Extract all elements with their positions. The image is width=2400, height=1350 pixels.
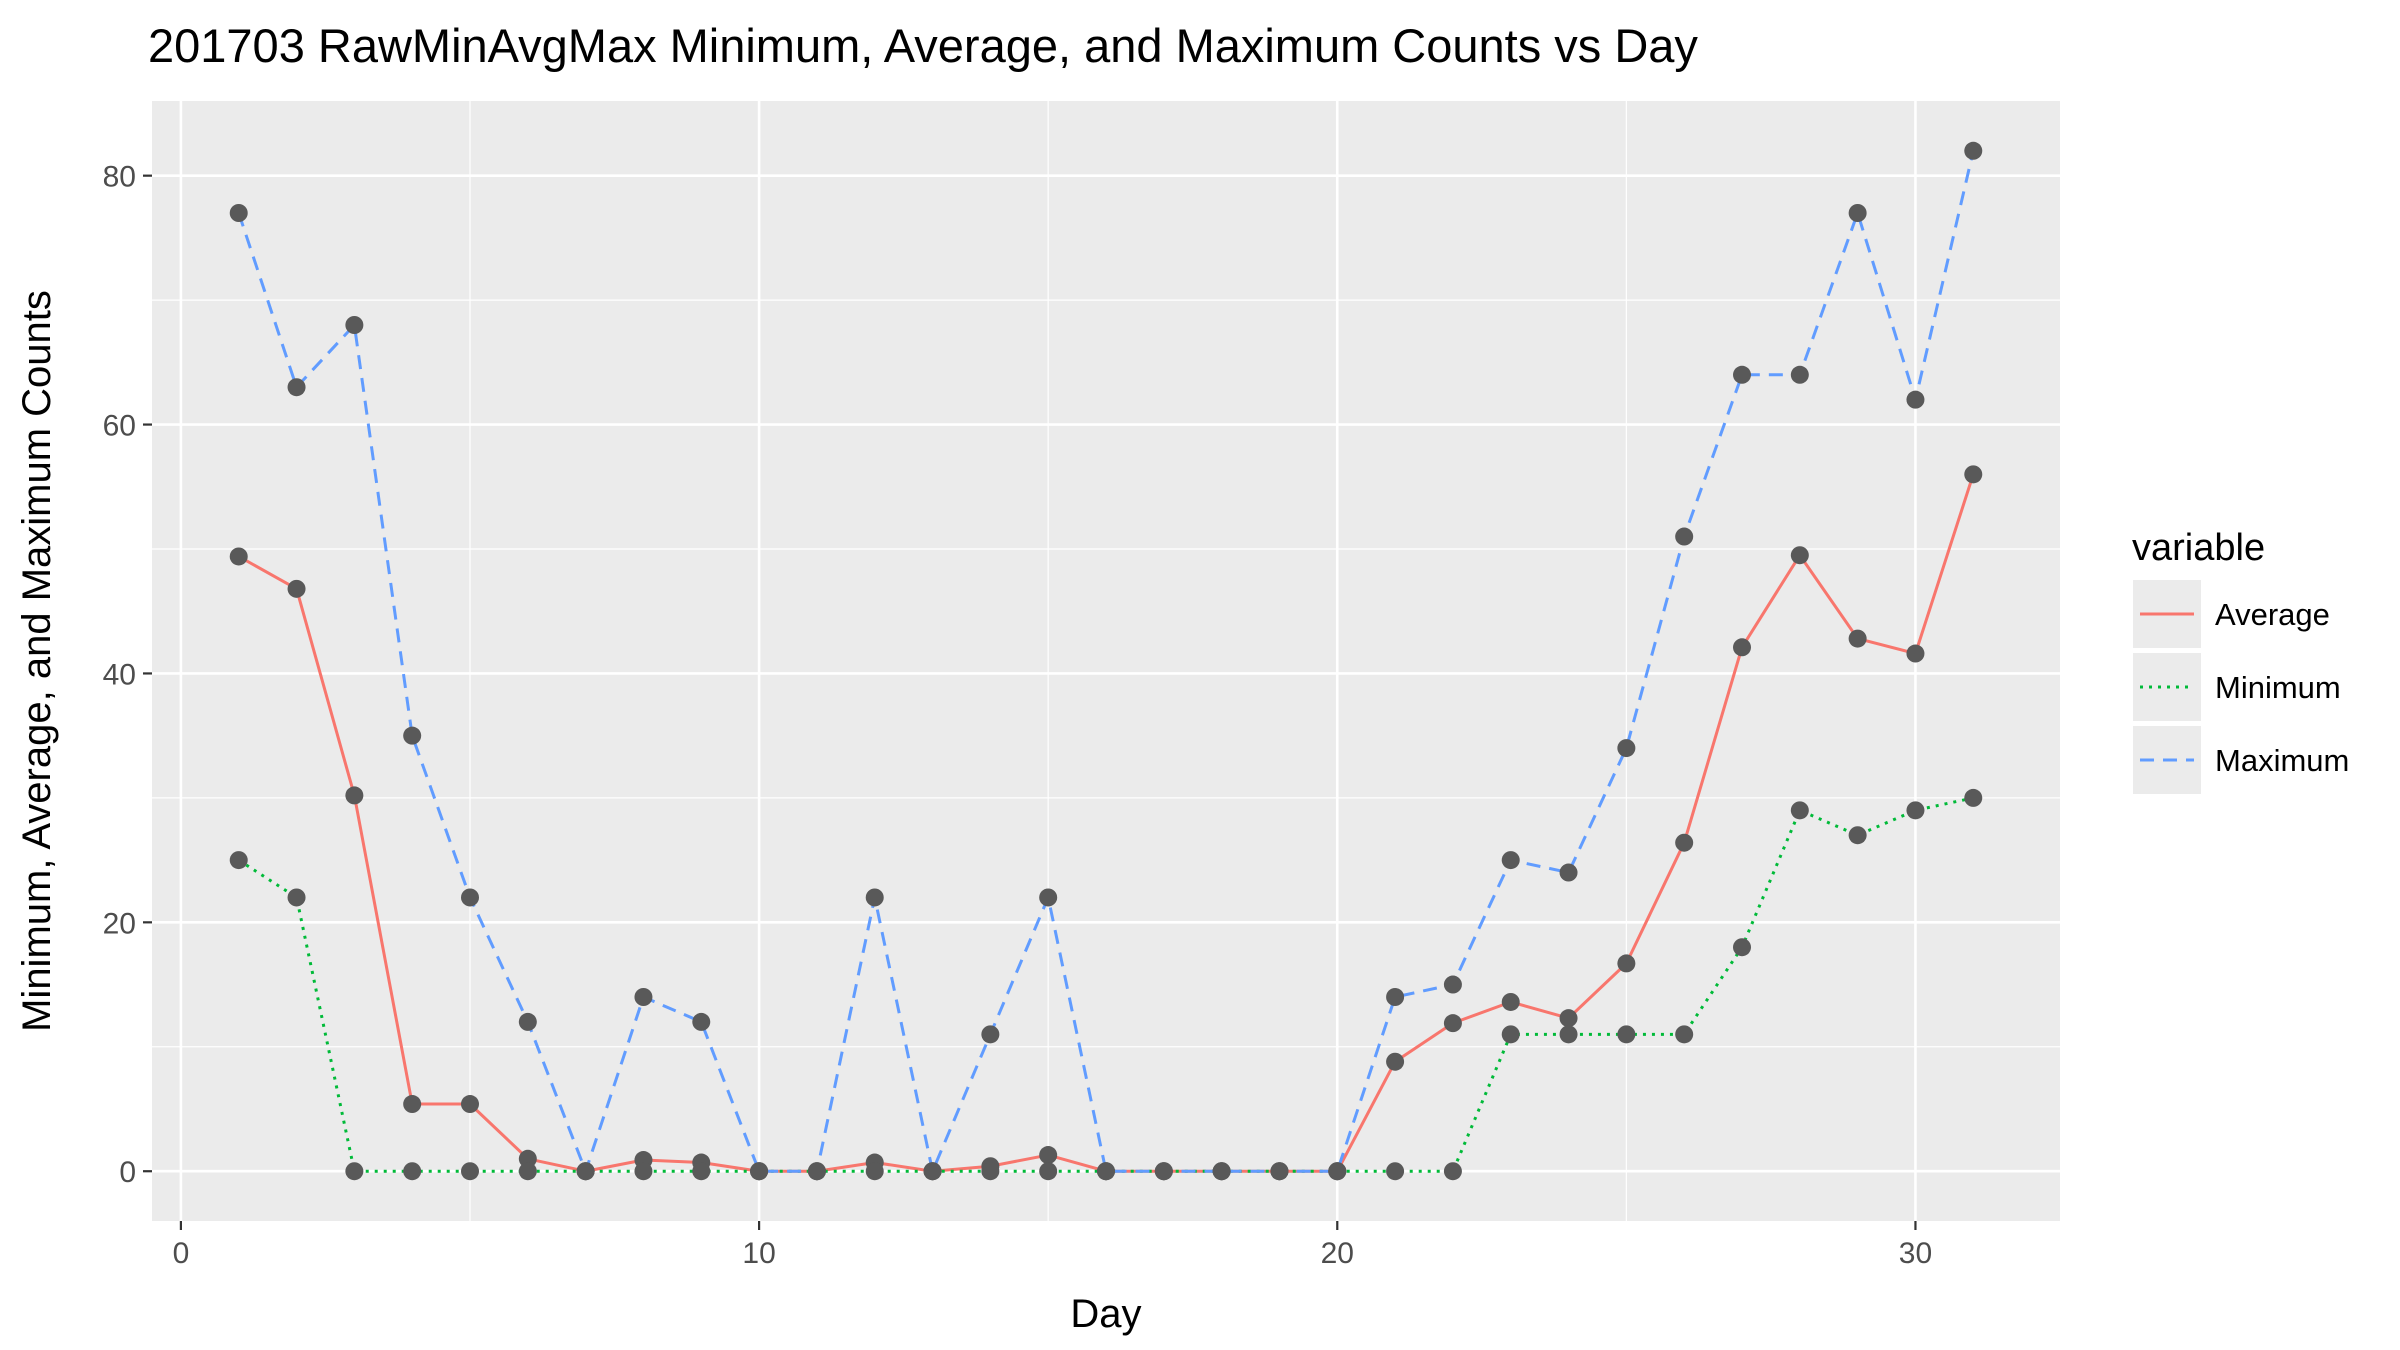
- data-point-average: [1964, 465, 1983, 484]
- data-point-minimum: [692, 1162, 711, 1181]
- data-point-minimum: [1443, 1162, 1462, 1181]
- data-point-maximum: [461, 888, 479, 907]
- data-point-average: [1617, 954, 1636, 973]
- data-point-average: [1443, 1014, 1462, 1033]
- data-point-maximum: [1386, 988, 1405, 1006]
- data-point-minimum: [461, 1162, 479, 1181]
- axis-ticks: [143, 174, 1917, 1230]
- data-point-maximum: [576, 1162, 595, 1181]
- data-point-maximum: [1501, 851, 1520, 870]
- data-point-average: [1790, 546, 1809, 565]
- y-tick-label: 0: [119, 1156, 136, 1189]
- x-tick-label: 20: [1321, 1237, 1354, 1270]
- y-tick-label: 60: [103, 410, 136, 443]
- data-point-minimum: [1386, 1162, 1405, 1181]
- data-point-minimum: [1675, 1025, 1694, 1044]
- data-point-maximum: [692, 1012, 711, 1031]
- data-point-minimum: [865, 1162, 884, 1181]
- data-point-average: [287, 579, 306, 598]
- data-point-maximum: [345, 316, 364, 334]
- data-point-maximum: [1559, 863, 1578, 882]
- data-point-average: [1559, 1009, 1578, 1028]
- data-point-maximum: [807, 1162, 826, 1181]
- data-point-minimum: [229, 851, 248, 870]
- legend-title: variable: [2132, 527, 2265, 569]
- data-point-minimum: [345, 1162, 364, 1181]
- data-point-maximum: [1270, 1162, 1289, 1181]
- legend-item-average: Average: [2133, 580, 2330, 648]
- data-point-maximum: [1733, 365, 1751, 384]
- data-point-minimum: [981, 1162, 1000, 1181]
- data-point-maximum: [1443, 975, 1462, 994]
- data-point-maximum: [1328, 1162, 1347, 1181]
- data-point-minimum: [1617, 1025, 1636, 1044]
- y-axis-title: Minimum, Average, and Maximum Counts: [15, 290, 59, 1032]
- data-point-maximum: [865, 888, 884, 907]
- data-point-average: [1039, 1146, 1058, 1165]
- data-point-minimum: [1733, 938, 1751, 957]
- data-point-average: [1386, 1052, 1405, 1071]
- data-point-maximum: [1964, 141, 1983, 160]
- data-point-maximum: [1097, 1162, 1115, 1181]
- y-tick-label: 80: [103, 161, 136, 194]
- minor-gridlines: [152, 101, 2060, 1221]
- legend: variable Average Minimum Maximum: [2132, 527, 2349, 794]
- data-point-average: [1675, 833, 1694, 852]
- data-point-maximum: [1154, 1162, 1173, 1181]
- data-point-average: [1501, 992, 1520, 1011]
- data-point-maximum: [634, 988, 653, 1006]
- data-point-maximum: [1906, 390, 1925, 409]
- data-point-average: [461, 1095, 479, 1114]
- data-point-minimum: [287, 888, 306, 907]
- plot-panel: [152, 101, 2060, 1221]
- data-point-maximum: [1675, 527, 1694, 546]
- data-point-average: [518, 1149, 537, 1168]
- data-point-maximum: [1617, 739, 1636, 758]
- legend-label: Average: [2215, 597, 2330, 632]
- data-points: [229, 141, 1983, 1181]
- y-tick-label: 20: [103, 907, 136, 940]
- data-point-maximum: [287, 378, 306, 397]
- data-point-average: [345, 786, 364, 805]
- data-point-minimum: [1906, 801, 1925, 820]
- data-point-maximum: [1790, 365, 1809, 384]
- data-point-minimum: [1848, 826, 1867, 845]
- legend-label: Minimum: [2215, 670, 2341, 705]
- x-tick-label: 0: [173, 1237, 190, 1270]
- data-point-average: [1848, 629, 1867, 648]
- data-point-minimum: [403, 1162, 422, 1181]
- x-tick-label: 30: [1899, 1237, 1932, 1270]
- data-point-minimum: [1501, 1025, 1520, 1044]
- data-point-maximum: [923, 1162, 942, 1181]
- data-point-maximum: [229, 204, 248, 222]
- data-point-average: [229, 547, 248, 566]
- data-point-maximum: [981, 1025, 1000, 1044]
- x-axis-title: Day: [1070, 1292, 1141, 1336]
- x-tick-label: 10: [742, 1237, 775, 1270]
- data-point-minimum: [518, 1162, 537, 1181]
- data-point-minimum: [1039, 1162, 1058, 1181]
- data-point-minimum: [634, 1162, 653, 1181]
- data-point-average: [1906, 644, 1925, 663]
- data-point-average: [403, 1095, 422, 1114]
- chart-title: 201703 RawMinAvgMax Minimum, Average, an…: [148, 19, 1698, 72]
- tick-labels: 0 10 20 30 0 20 40 60 80: [103, 161, 1933, 1270]
- legend-label: Maximum: [2215, 743, 2349, 778]
- data-point-maximum: [518, 1012, 537, 1031]
- data-point-maximum: [403, 726, 422, 745]
- y-tick-label: 40: [103, 658, 136, 691]
- data-point-maximum: [1212, 1162, 1231, 1181]
- data-point-maximum: [1039, 888, 1058, 907]
- data-point-maximum: [1848, 204, 1867, 222]
- data-point-average: [1733, 638, 1751, 657]
- data-point-minimum: [1559, 1025, 1578, 1044]
- data-point-minimum: [1964, 788, 1983, 807]
- data-point-maximum: [750, 1162, 769, 1181]
- data-point-minimum: [1790, 801, 1809, 820]
- legend-item-minimum: Minimum: [2133, 653, 2341, 721]
- legend-item-maximum: Maximum: [2133, 726, 2349, 794]
